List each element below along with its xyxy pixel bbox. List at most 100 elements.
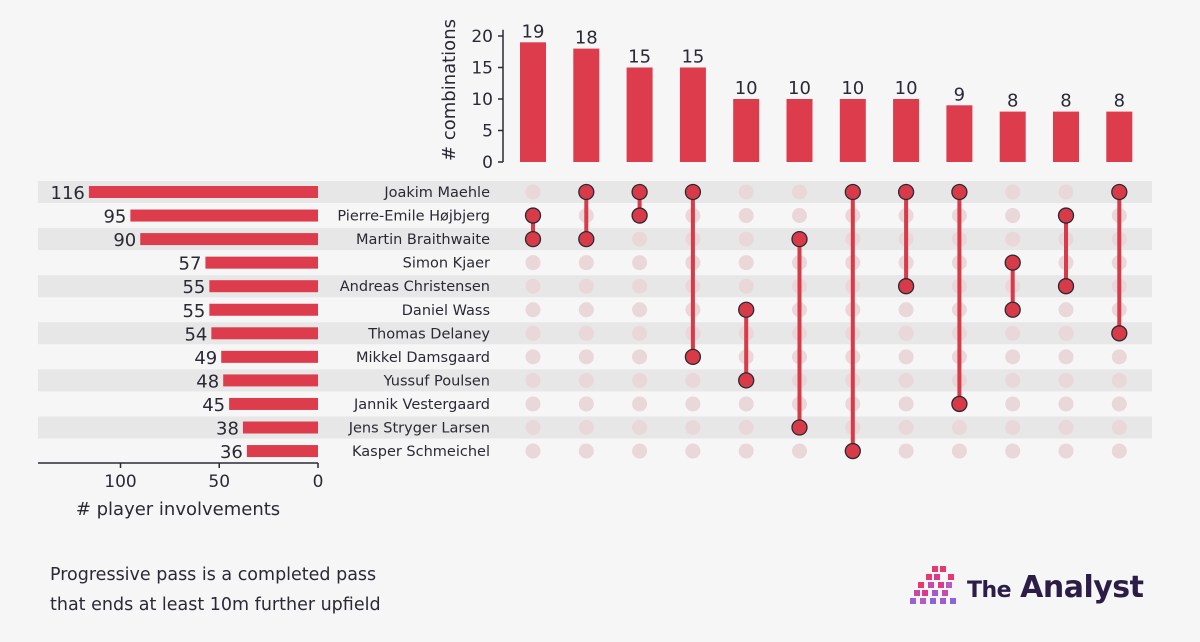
left-axis-tick-label: 100 bbox=[104, 472, 136, 492]
row-band bbox=[38, 416, 1152, 439]
matrix-dot-inactive bbox=[951, 443, 967, 459]
combination-count-label: 15 bbox=[628, 47, 651, 68]
matrix-dot-inactive bbox=[738, 208, 754, 224]
matrix-dot-active bbox=[844, 183, 861, 201]
brand-logo: The Analyst bbox=[910, 566, 1170, 616]
top-axis-tick-label: 20 bbox=[471, 27, 493, 47]
matrix-dot-inactive bbox=[738, 278, 754, 294]
involvement-bar bbox=[246, 445, 318, 458]
matrix-dot-inactive bbox=[1111, 420, 1127, 435]
matrix-dot-inactive bbox=[1005, 372, 1021, 388]
matrix-dot-inactive bbox=[738, 396, 754, 412]
matrix-dot-inactive bbox=[1058, 396, 1074, 412]
matrix-dot-inactive bbox=[632, 396, 648, 412]
matrix-dot-inactive bbox=[1058, 443, 1074, 459]
combination-bar bbox=[626, 67, 653, 162]
involvement-value-label: 90 bbox=[113, 230, 136, 251]
player-name-label: Kasper Schmeichel bbox=[352, 444, 490, 460]
player-name-label: Pierre-Emile Højbjerg bbox=[337, 209, 490, 225]
involvement-bar bbox=[209, 280, 318, 293]
matrix-dot-active bbox=[897, 278, 915, 295]
combination-bar bbox=[786, 99, 813, 162]
player-name-label: Andreas Christensen bbox=[340, 279, 490, 295]
matrix-dot-inactive bbox=[1111, 349, 1127, 365]
matrix-dot-inactive bbox=[525, 278, 541, 294]
involvement-value-label: 38 bbox=[216, 419, 239, 440]
matrix-dot-active bbox=[524, 230, 542, 248]
player-name-label: Jannik Vestergaard bbox=[353, 397, 490, 413]
matrix-dot-inactive bbox=[898, 302, 914, 318]
matrix-dot-inactive bbox=[951, 420, 967, 435]
involvement-bar bbox=[205, 256, 318, 269]
top-axis-label: # combinations bbox=[439, 19, 460, 161]
matrix-dot-inactive bbox=[738, 255, 754, 271]
matrix-dot-inactive bbox=[525, 325, 541, 341]
matrix-dot-inactive bbox=[1005, 184, 1021, 200]
involvement-value-label: 57 bbox=[179, 254, 202, 275]
matrix-dot-inactive bbox=[632, 302, 648, 318]
combination-count-label: 9 bbox=[954, 84, 965, 105]
matrix-dot-inactive bbox=[632, 325, 648, 341]
matrix-dot-inactive bbox=[525, 184, 541, 200]
matrix-dot-inactive bbox=[1058, 302, 1074, 318]
footnote-line-2: that ends at least 10m further upfield bbox=[50, 595, 381, 615]
matrix-dot-inactive bbox=[1005, 420, 1021, 435]
matrix-dot-inactive bbox=[1111, 372, 1127, 388]
matrix-dot-inactive bbox=[578, 396, 594, 412]
matrix-dot-inactive bbox=[898, 349, 914, 365]
matrix-dot-active bbox=[844, 442, 861, 460]
player-name-label: Martin Braithwaite bbox=[356, 232, 490, 248]
matrix-dot-active bbox=[897, 183, 915, 201]
left-axis-label: # player involvements bbox=[76, 499, 280, 520]
matrix-dot-active bbox=[1004, 254, 1021, 271]
involvement-bar bbox=[130, 209, 318, 222]
combination-count-label: 19 bbox=[522, 21, 545, 42]
matrix-dot-inactive bbox=[632, 349, 648, 365]
involvement-value-label: 45 bbox=[202, 395, 225, 416]
matrix-dot-inactive bbox=[525, 302, 541, 318]
matrix-dot-inactive bbox=[685, 372, 701, 388]
matrix-dot-inactive bbox=[1005, 349, 1021, 365]
matrix-dot-inactive bbox=[738, 443, 754, 459]
involvement-bar bbox=[229, 397, 318, 410]
matrix-dot-inactive bbox=[525, 396, 541, 412]
matrix-dot-inactive bbox=[632, 443, 648, 459]
combination-bar bbox=[893, 99, 920, 162]
matrix-dot-inactive bbox=[525, 443, 541, 459]
combination-bar bbox=[1106, 111, 1133, 162]
involvement-value-label: 116 bbox=[51, 183, 85, 204]
matrix-dot-active bbox=[1111, 325, 1128, 342]
matrix-dot-inactive bbox=[1111, 396, 1127, 412]
matrix-dot-inactive bbox=[685, 443, 701, 459]
matrix-dot-inactive bbox=[632, 372, 648, 388]
top-axis-tick-label: 15 bbox=[471, 59, 493, 79]
matrix-dot-inactive bbox=[792, 184, 807, 200]
player-name-label: Joakim Maehle bbox=[383, 185, 490, 201]
matrix-dot-active bbox=[1057, 207, 1075, 224]
matrix-dot-active bbox=[951, 395, 968, 413]
combination-count-label: 8 bbox=[1060, 91, 1071, 112]
matrix-dot-inactive bbox=[1111, 443, 1127, 459]
matrix-dot-inactive bbox=[738, 231, 754, 247]
matrix-dot-active bbox=[684, 348, 702, 366]
matrix-dot-inactive bbox=[685, 420, 701, 435]
matrix-dot-inactive bbox=[792, 443, 807, 459]
combination-count-label: 8 bbox=[1007, 91, 1018, 112]
brand-analyst: Analyst bbox=[1020, 570, 1144, 605]
matrix-dot-inactive bbox=[1058, 349, 1074, 365]
top-axis-tick-label: 10 bbox=[471, 90, 493, 110]
matrix-dot-active bbox=[951, 183, 968, 201]
matrix-dot-inactive bbox=[738, 420, 754, 435]
player-name-label: Mikkel Damsgaard bbox=[356, 350, 490, 366]
matrix-dot-active bbox=[791, 419, 808, 436]
involvement-bar bbox=[223, 374, 318, 387]
matrix-dot-active bbox=[631, 207, 648, 224]
combination-bar bbox=[999, 111, 1026, 162]
matrix-dot-inactive bbox=[578, 325, 594, 341]
footnote: Progressive pass is a completed pass tha… bbox=[50, 560, 381, 620]
player-name-label: Jens Stryger Larsen bbox=[348, 421, 490, 437]
matrix-dot-active bbox=[524, 207, 542, 224]
matrix-dot-active bbox=[791, 230, 808, 248]
top-axis-tick-label: 5 bbox=[482, 122, 493, 142]
